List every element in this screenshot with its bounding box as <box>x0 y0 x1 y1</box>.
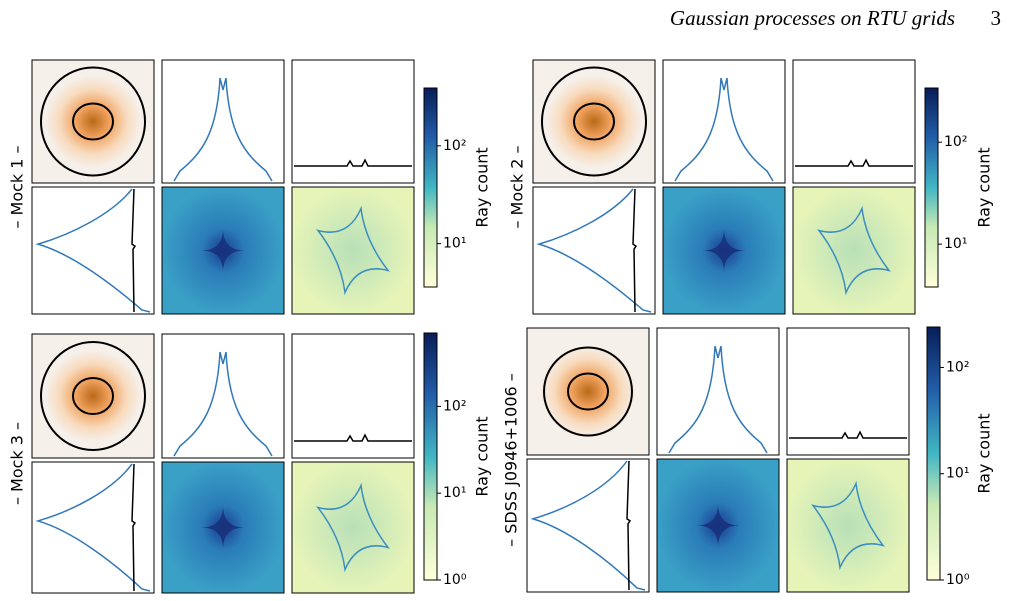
subplot-frame <box>161 186 285 315</box>
side-residual <box>626 460 632 591</box>
subplot-frame <box>656 327 780 456</box>
subplot-frame <box>161 333 285 459</box>
subplot-frame <box>792 186 916 315</box>
inner-contour <box>573 102 615 141</box>
caustic <box>811 480 885 571</box>
subplot-frame <box>161 461 285 594</box>
running-title: Gaussian processes on RTU grids <box>670 6 955 30</box>
subplot-frame <box>526 458 650 593</box>
side-profile <box>530 460 646 591</box>
colorbar-tick-label: 10⁰ <box>946 572 970 588</box>
colorbar-tick-label: 10² <box>944 134 967 150</box>
side-residual <box>131 188 137 313</box>
side-profile <box>536 188 652 313</box>
side-residual <box>131 463 137 592</box>
subplot-frame <box>31 186 155 315</box>
colorbar-label: Ray count <box>975 413 994 493</box>
outer-contour <box>543 346 633 437</box>
row-label: – SDSS J0946+1006 – <box>502 373 521 547</box>
colorbar-label: Ray count <box>473 147 492 227</box>
colorbar-tick-label: 10² <box>443 398 466 414</box>
subplot-frame <box>291 461 415 594</box>
colorbar-label: Ray count <box>473 416 492 496</box>
side-profile <box>35 188 151 313</box>
residual-line <box>795 158 913 167</box>
residual-line <box>789 430 907 439</box>
source-map <box>292 187 414 314</box>
profile-line <box>173 77 273 182</box>
subplot-frame <box>532 59 656 184</box>
subplot-frame <box>291 186 415 315</box>
profile-line <box>674 77 774 182</box>
side-profile <box>35 463 151 592</box>
colorbar <box>926 326 941 581</box>
row-label: – Mock 2 – <box>508 145 527 228</box>
subplot-frame <box>786 327 910 456</box>
subplot-frame <box>291 59 415 184</box>
subplot-frame <box>662 186 786 315</box>
side-residual <box>632 188 638 313</box>
light-blob <box>540 345 636 438</box>
outer-contour <box>40 341 146 451</box>
colorbar-tick-label: 10⁰ <box>443 572 467 588</box>
inner-contour <box>72 102 114 141</box>
caustic <box>316 205 390 296</box>
colorbar-tick-label: 10¹ <box>443 485 466 501</box>
source-map <box>793 187 915 314</box>
light-blob <box>45 350 141 442</box>
caustic <box>316 482 390 573</box>
residual-line <box>294 158 412 167</box>
colorbar-tick-label: 10¹ <box>944 236 967 252</box>
profile-line <box>173 351 273 457</box>
colorbar-tick-label: 10² <box>946 359 969 375</box>
ray-star <box>696 503 740 548</box>
light-blob <box>45 75 141 168</box>
colorbar <box>423 87 438 288</box>
subplot-frame <box>161 59 285 184</box>
ray-star <box>201 228 245 273</box>
colorbar <box>924 87 939 288</box>
inner-contour <box>567 372 609 411</box>
ray-star <box>201 505 245 550</box>
subplot-frame <box>31 59 155 184</box>
subplot-frame <box>31 461 155 594</box>
subplot-frame <box>532 186 656 315</box>
colorbar-tick-label: 10¹ <box>946 466 969 482</box>
subplot-frame <box>31 333 155 459</box>
colorbar-tick-label: 10² <box>443 138 466 154</box>
page-number: 3 <box>991 6 1002 30</box>
row-label: – Mock 3 – <box>8 422 27 505</box>
inner-contour <box>72 377 114 415</box>
outer-contour <box>40 66 146 177</box>
subplot-frame <box>662 59 786 184</box>
colorbar-label: Ray count <box>975 147 994 227</box>
colorbar-tick-label: 10¹ <box>443 236 466 252</box>
profile-line <box>668 345 768 454</box>
source-map <box>787 459 909 592</box>
colorbar <box>423 332 438 581</box>
ray-star <box>702 228 746 273</box>
subplot-frame <box>792 59 916 184</box>
outer-contour <box>541 66 647 177</box>
residual-line <box>294 433 412 442</box>
subplot-frame <box>786 458 910 593</box>
subplot-frame <box>656 458 780 593</box>
subplot-frame <box>291 333 415 459</box>
row-label: – Mock 1 – <box>8 145 27 228</box>
light-blob <box>546 75 642 168</box>
subplot-frame <box>526 327 650 456</box>
source-map <box>292 462 414 593</box>
caustic <box>817 205 891 296</box>
